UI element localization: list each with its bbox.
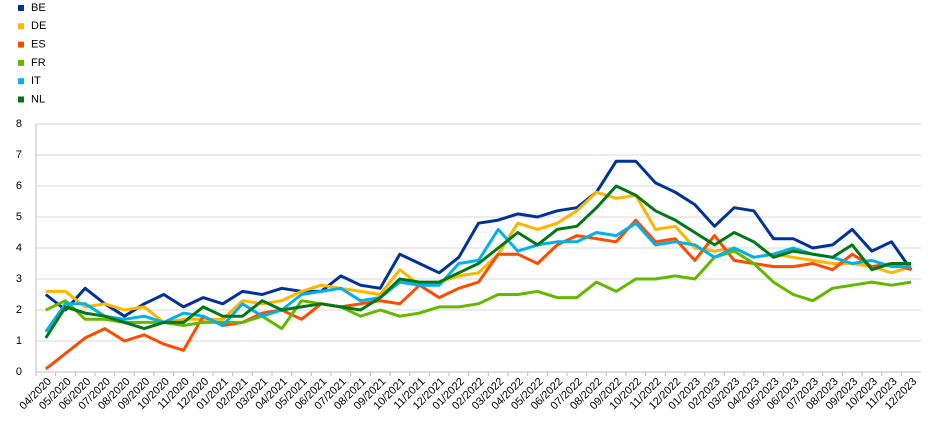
- line-series: [44, 221, 912, 333]
- legend-swatch: [18, 96, 24, 103]
- line-series: [44, 218, 912, 371]
- y-tick-label: 7: [16, 149, 22, 161]
- legend-swatch: [18, 5, 24, 11]
- legend-swatch: [18, 59, 24, 66]
- y-tick-label: 4: [16, 242, 22, 254]
- line-series: [44, 184, 912, 339]
- legend-label: ES: [31, 39, 46, 51]
- y-tick-label: 3: [16, 273, 22, 285]
- y-tick-label: 1: [16, 335, 22, 347]
- y-tick-label: 6: [16, 180, 22, 192]
- legend-label: BE: [31, 2, 46, 14]
- y-tick-label: 8: [16, 118, 22, 130]
- legend-label: IT: [31, 75, 41, 87]
- legend-label: NL: [31, 93, 45, 105]
- legend-swatch: [18, 23, 24, 30]
- legend-label: FR: [31, 57, 46, 69]
- line-series: [44, 159, 913, 318]
- legend-swatch: [18, 78, 24, 85]
- y-tick-label: 2: [16, 304, 22, 316]
- legend-swatch: [18, 41, 24, 48]
- y-tick-label: 0: [16, 366, 22, 378]
- y-tick-label: 5: [16, 211, 22, 223]
- line-series: [45, 249, 912, 331]
- legend-label: DE: [31, 20, 46, 32]
